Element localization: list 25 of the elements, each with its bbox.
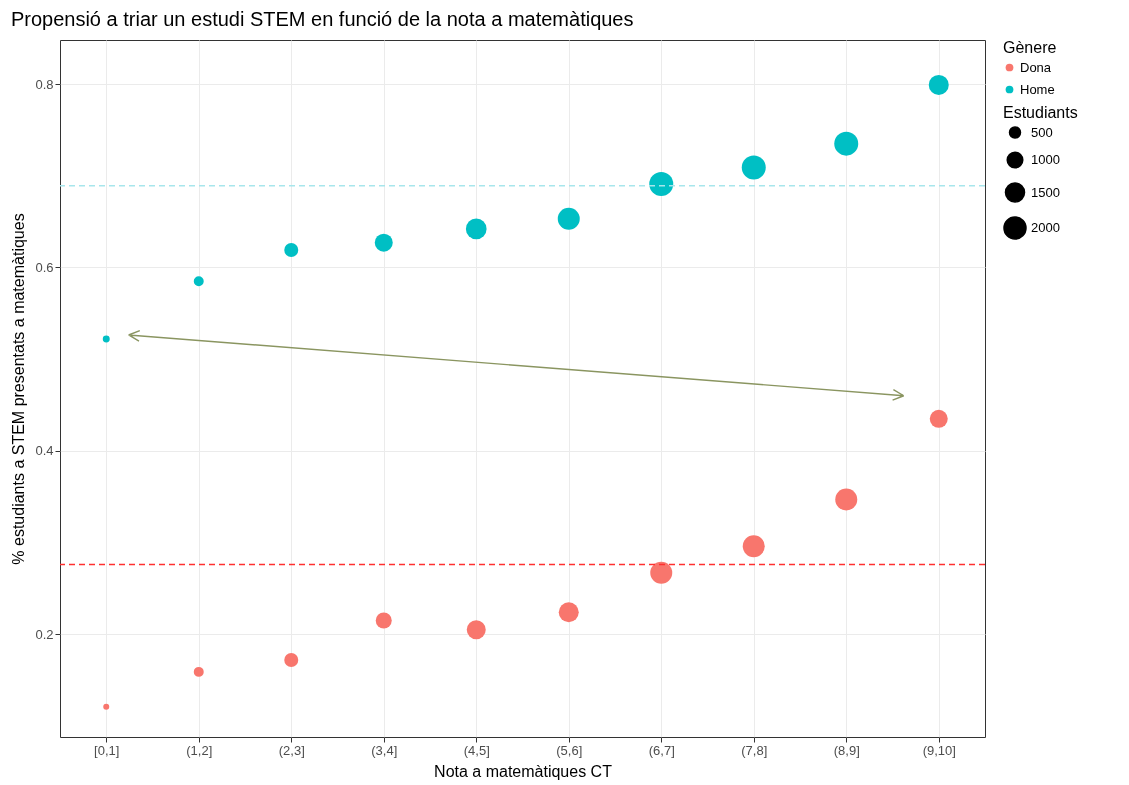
text: Gènere — [1003, 39, 1057, 56]
x-axis-title: Nota a matemàtiques CT — [434, 762, 613, 780]
x-tick-label: (7,8] — [741, 742, 768, 758]
legend-label: Dona — [1020, 59, 1052, 75]
x-tick-label: (5,6] — [556, 742, 583, 758]
x-tick-label: [0,1] — [94, 742, 120, 758]
y-tick-label: 0.8 — [35, 76, 54, 92]
legend-label: 1500 — [1031, 184, 1060, 200]
x-tick-label: (1,2] — [186, 742, 213, 758]
legend-label: 1000 — [1031, 152, 1060, 167]
legend-label: 2000 — [1031, 220, 1060, 235]
x-tick-label: (9,10] — [922, 742, 956, 758]
x-tick-label: (4,5] — [463, 742, 490, 758]
y-tick-label: 0.4 — [35, 443, 54, 459]
legend-label: Home — [1020, 81, 1055, 97]
y-axis-title: % estudiants a STEM presentats a matemàtiques — [10, 213, 28, 565]
text: Estudiants — [1003, 104, 1078, 121]
y-tick-label: 0.2 — [35, 626, 54, 642]
legend-label: 500 — [1031, 124, 1053, 140]
x-tick-label: (3,4] — [371, 742, 398, 758]
chart-title: Propensió a triar un estudi STEM en funció de la nota a matemàtiques — [10, 8, 634, 30]
x-tick-label: (8,9] — [833, 742, 860, 758]
x-tick-label: (6,7] — [648, 742, 675, 758]
y-tick-label: 0.6 — [35, 259, 54, 275]
x-tick-label: (2,3] — [278, 742, 305, 758]
